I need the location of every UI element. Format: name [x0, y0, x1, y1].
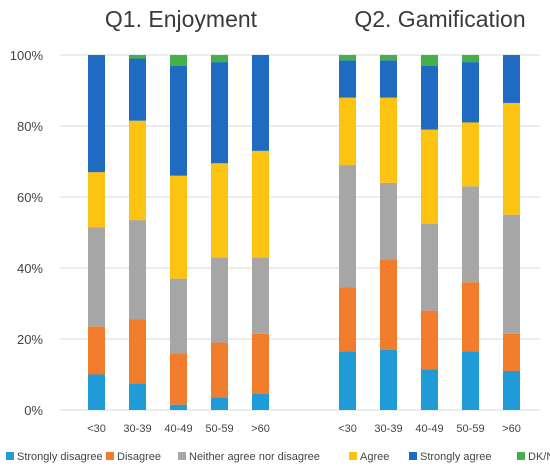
bar-segment-agree [380, 97, 397, 183]
x-tick-label: >60 [502, 423, 521, 435]
bar-segment-neither-agree-nor-disagree [211, 257, 228, 343]
y-tick-label: 0% [24, 403, 43, 418]
legend-label: Disagree [117, 451, 161, 463]
y-tick-label: 80% [17, 119, 43, 134]
legend-label: Agree [360, 451, 389, 463]
bar-segment-strongly-agree [129, 58, 146, 121]
x-tick-label: 40-49 [415, 423, 443, 435]
bar-segment-dk-na [129, 55, 146, 59]
legend-label: DK/NA [528, 451, 550, 463]
y-tick-label: 40% [17, 261, 43, 276]
bar-segment-strongly-disagree [380, 349, 397, 410]
bars [88, 55, 520, 410]
x-tick-label: <30 [87, 423, 106, 435]
bar-segment-neither-agree-nor-disagree [503, 214, 520, 334]
bar-segment-strongly-agree [252, 55, 269, 151]
bar-segment-agree [252, 150, 269, 258]
bar-segment-neither-agree-nor-disagree [462, 186, 479, 283]
bar-segment-strongly-disagree [88, 374, 105, 410]
bar-segment-neither-agree-nor-disagree [339, 165, 356, 288]
bar-segment-neither-agree-nor-disagree [252, 257, 269, 334]
bar-segment-agree [211, 163, 228, 258]
bar-segment-agree [88, 172, 105, 228]
bar-segment-dk-na [421, 55, 438, 66]
bar-segment-strongly-disagree [421, 369, 438, 410]
x-tick-label: 50-59 [205, 423, 233, 435]
legend-label: Strongly agree [420, 451, 492, 463]
panel-titles: Q1. Enjoyment Q2. Gamification [105, 6, 526, 32]
bar-segment-disagree [421, 310, 438, 370]
legend: Strongly disagree Disagree Neither agree n… [6, 451, 550, 463]
bar-segment-disagree [462, 282, 479, 352]
legend-swatch [106, 452, 114, 460]
x-axis-ticks: <30 30-39 40-49 50-59 >60 <30 30-39 40-49 50-59 >… [87, 423, 521, 435]
bar-segment-agree [503, 102, 520, 215]
bar-segment-agree [339, 97, 356, 166]
bar-segment-agree [170, 175, 187, 279]
y-tick-label: 100% [10, 48, 44, 63]
bar-segment-disagree [380, 259, 397, 350]
bar-segment-strongly-disagree [170, 404, 187, 410]
x-tick-label: >60 [251, 423, 270, 435]
x-tick-label: 40-49 [164, 423, 192, 435]
bar-segment-strongly-disagree [503, 370, 520, 410]
bar-segment-strongly-disagree [252, 394, 269, 410]
bar-segment-neither-agree-nor-disagree [88, 227, 105, 327]
bar-segment-strongly-disagree [339, 351, 356, 410]
bar-segment-agree [421, 129, 438, 224]
bar-segment-disagree [88, 326, 105, 375]
legend-swatch [178, 452, 186, 460]
bar-segment-dk-na [211, 55, 228, 63]
bar-segment-strongly-agree [421, 65, 438, 130]
bar-segment-strongly-agree [88, 55, 105, 173]
bar-segment-neither-agree-nor-disagree [129, 220, 146, 320]
bar-segment-strongly-agree [380, 60, 397, 98]
bar-segment-neither-agree-nor-disagree [380, 182, 397, 260]
bar-segment-agree [129, 120, 146, 221]
bar-segment-disagree [129, 319, 146, 384]
bar-segment-strongly-agree [503, 55, 520, 103]
legend-label: Strongly disagree [17, 451, 103, 463]
legend-swatch [409, 452, 417, 460]
x-tick-label: 30-39 [123, 423, 151, 435]
bar-segment-strongly-agree [211, 62, 228, 164]
bar-segment-agree [462, 122, 479, 187]
bar-segment-dk-na [462, 55, 479, 63]
bar-segment-strongly-disagree [462, 351, 479, 410]
bar-segment-neither-agree-nor-disagree [170, 278, 187, 354]
bar-segment-dk-na [170, 55, 187, 66]
panel-title: Q2. Gamification [354, 6, 525, 32]
bar-segment-strongly-agree [170, 65, 187, 176]
legend-swatch [517, 452, 525, 460]
x-tick-label: 50-59 [456, 423, 484, 435]
bar-segment-strongly-disagree [129, 383, 146, 410]
y-tick-label: 60% [17, 190, 43, 205]
bar-segment-strongly-disagree [211, 397, 228, 410]
bar-segment-strongly-agree [339, 60, 356, 98]
bar-segment-disagree [170, 353, 187, 405]
bar-segment-dk-na [339, 55, 356, 61]
panel-title: Q1. Enjoyment [105, 6, 258, 32]
legend-swatch [349, 452, 357, 460]
x-tick-label: 30-39 [374, 423, 402, 435]
bar-segment-disagree [503, 333, 520, 371]
x-tick-label: <30 [338, 423, 357, 435]
bar-segment-dk-na [380, 55, 397, 61]
bar-segment-disagree [252, 333, 269, 395]
bar-segment-strongly-agree [462, 62, 479, 123]
bar-segment-disagree [339, 287, 356, 352]
legend-swatch [6, 452, 14, 460]
y-axis-ticks: 0% 20% 40% 60% 80% 100% [10, 48, 44, 418]
bar-segment-neither-agree-nor-disagree [421, 223, 438, 311]
y-tick-label: 20% [17, 332, 43, 347]
legend-label: Neither agree nor disagree [189, 451, 320, 463]
bar-segment-disagree [211, 342, 228, 398]
